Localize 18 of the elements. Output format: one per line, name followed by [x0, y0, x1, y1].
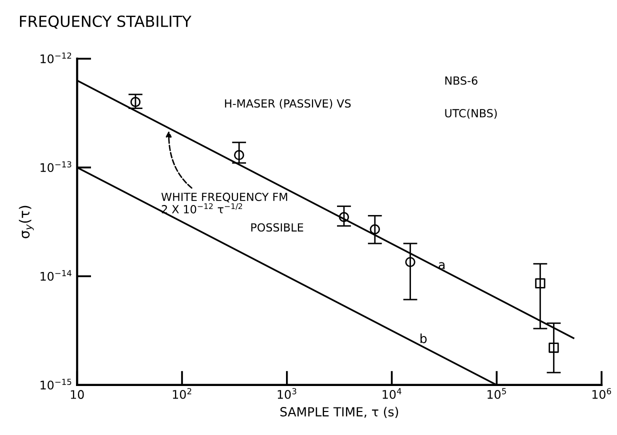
annotation: NBS-6	[445, 76, 478, 85]
y-tick-label: 10$^{−13}$	[40, 161, 72, 172]
chart-title: FREQUENCY STABILITY	[20, 15, 192, 29]
y-tick-label: 10$^{−12}$	[40, 52, 72, 64]
y-tick-label: 10$^{−14}$	[40, 270, 72, 281]
x-tick-label: 10$^{2}$	[172, 388, 192, 399]
x-tick-label: 10$^{6}$	[592, 388, 612, 399]
y-tick-label: 10$^{−15}$	[40, 378, 72, 390]
x-tick-label: 10$^{3}$	[278, 388, 296, 399]
annotation: b	[420, 334, 427, 344]
x-tick-label: 10$^{4}$	[382, 388, 402, 399]
x-tick-label: 10$^{5}$	[488, 388, 506, 399]
annotation: POSSIBLE	[251, 223, 304, 232]
annotation: H-MASER (PASSIVE) VS	[225, 99, 351, 109]
annotation: UTC(NBS)	[445, 108, 497, 119]
x-axis-title: SAMPLE TIME, τ (s)	[280, 406, 398, 418]
x-tick-label: 10	[70, 390, 84, 399]
y-axis-title: σ$_{y}$(τ)	[18, 206, 34, 238]
